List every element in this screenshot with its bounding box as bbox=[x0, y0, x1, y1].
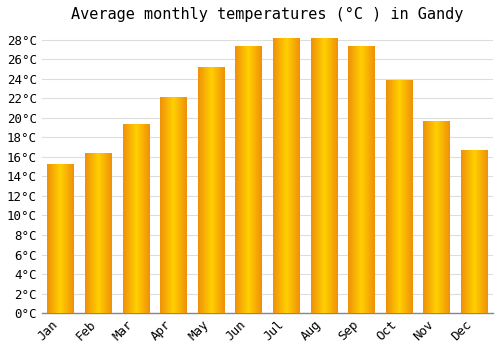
Bar bbox=[348, 47, 374, 313]
Bar bbox=[48, 165, 74, 313]
Bar bbox=[310, 39, 337, 313]
Title: Average monthly temperatures (°C ) in Gandy: Average monthly temperatures (°C ) in Ga… bbox=[71, 7, 464, 22]
Bar bbox=[461, 150, 487, 313]
Bar bbox=[424, 122, 450, 313]
Bar bbox=[236, 47, 262, 313]
Bar bbox=[386, 81, 412, 313]
Bar bbox=[273, 39, 299, 313]
Bar bbox=[160, 97, 186, 313]
Bar bbox=[122, 125, 149, 313]
Bar bbox=[198, 67, 224, 313]
Bar bbox=[85, 154, 112, 313]
